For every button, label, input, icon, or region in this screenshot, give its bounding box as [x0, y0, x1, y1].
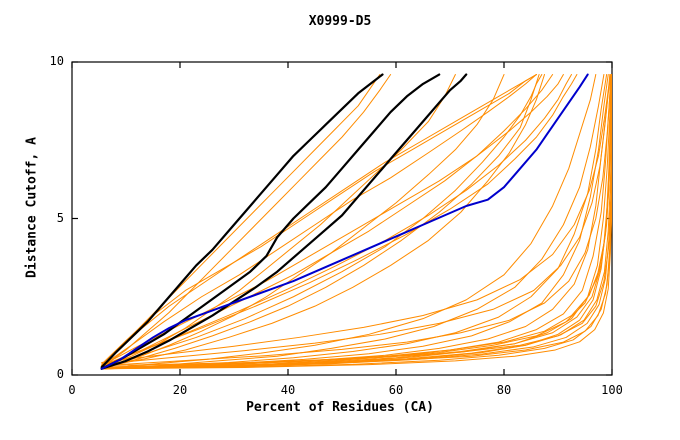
series-line: [101, 74, 578, 367]
series-line: [101, 74, 612, 368]
y-tick-label: 10: [49, 54, 64, 68]
series-line: [101, 74, 572, 367]
series-line: [101, 74, 608, 370]
series-line: [101, 74, 537, 367]
series-line: [101, 74, 612, 370]
series-line: [100, 73, 468, 370]
x-tick-label: 100: [601, 383, 623, 397]
series-line: [100, 73, 384, 369]
series-line: [101, 74, 612, 367]
x-tick-label: 20: [172, 383, 188, 397]
series-line: [101, 74, 537, 367]
series-line: [101, 74, 612, 363]
x-tick-label: 40: [280, 383, 296, 397]
y-tick-label: 5: [56, 210, 64, 225]
series-line: [101, 74, 537, 365]
series-line: [100, 73, 441, 370]
series-line: [101, 74, 612, 365]
series-line: [100, 73, 589, 370]
series-line: [101, 74, 612, 370]
series-line: [101, 74, 392, 368]
x-tick-label: 0: [68, 383, 76, 397]
y-tick-label: 0: [56, 367, 64, 381]
series-line: [101, 74, 540, 368]
series-line: [101, 74, 381, 367]
page-title: X0999-D5: [308, 14, 372, 29]
series-line: [101, 74, 456, 368]
series-line: [101, 74, 545, 368]
x-axis-label: Percent of Residues (CA): [246, 400, 434, 415]
series-group: [100, 73, 612, 370]
x-tick-label: 80: [496, 383, 512, 397]
series-line: [101, 74, 605, 370]
y-axis-label: Distance Cutoff, A: [24, 137, 40, 278]
x-tick-label: 60: [388, 383, 404, 397]
series-line: [101, 74, 612, 367]
series-line: [101, 74, 554, 367]
series-line: [101, 74, 597, 370]
